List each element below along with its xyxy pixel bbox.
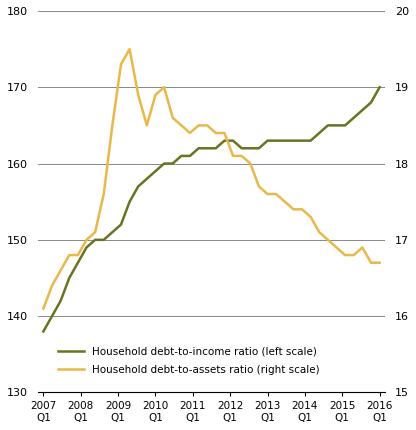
Household debt-to-income ratio (left scale)	[369, 100, 374, 105]
Household debt-to-income ratio (left scale)	[205, 146, 210, 151]
Household debt-to-assets ratio (right scale)	[179, 123, 184, 128]
Household debt-to-assets ratio (right scale)	[274, 191, 279, 197]
Household debt-to-income ratio (left scale)	[334, 123, 339, 128]
Household debt-to-income ratio (left scale)	[136, 184, 141, 189]
Household debt-to-assets ratio (right scale)	[67, 252, 72, 258]
Household debt-to-income ratio (left scale)	[343, 123, 348, 128]
Household debt-to-assets ratio (right scale)	[196, 123, 201, 128]
Household debt-to-assets ratio (right scale)	[369, 260, 374, 265]
Household debt-to-income ratio (left scale)	[213, 146, 218, 151]
Household debt-to-assets ratio (right scale)	[170, 115, 175, 120]
Household debt-to-income ratio (left scale)	[291, 138, 296, 143]
Household debt-to-assets ratio (right scale)	[343, 252, 348, 258]
Household debt-to-assets ratio (right scale)	[50, 283, 54, 288]
Household debt-to-income ratio (left scale)	[230, 138, 235, 143]
Household debt-to-assets ratio (right scale)	[351, 252, 356, 258]
Household debt-to-assets ratio (right scale)	[222, 130, 227, 135]
Household debt-to-assets ratio (right scale)	[360, 245, 365, 250]
Household debt-to-assets ratio (right scale)	[136, 92, 141, 98]
Household debt-to-income ratio (left scale)	[248, 146, 253, 151]
Household debt-to-assets ratio (right scale)	[153, 92, 158, 98]
Household debt-to-assets ratio (right scale)	[300, 207, 305, 212]
Household debt-to-assets ratio (right scale)	[75, 252, 80, 258]
Household debt-to-assets ratio (right scale)	[119, 62, 124, 67]
Household debt-to-assets ratio (right scale)	[41, 306, 46, 311]
Household debt-to-assets ratio (right scale)	[213, 130, 218, 135]
Household debt-to-assets ratio (right scale)	[188, 130, 193, 135]
Household debt-to-assets ratio (right scale)	[317, 230, 322, 235]
Line: Household debt-to-assets ratio (right scale): Household debt-to-assets ratio (right sc…	[43, 49, 380, 308]
Household debt-to-income ratio (left scale)	[317, 130, 322, 135]
Household debt-to-assets ratio (right scale)	[110, 123, 115, 128]
Household debt-to-income ratio (left scale)	[188, 154, 193, 159]
Household debt-to-income ratio (left scale)	[265, 138, 270, 143]
Household debt-to-assets ratio (right scale)	[282, 199, 287, 204]
Legend: Household debt-to-income ratio (left scale), Household debt-to-assets ratio (rig: Household debt-to-income ratio (left sca…	[53, 342, 324, 380]
Household debt-to-income ratio (left scale)	[239, 146, 244, 151]
Household debt-to-income ratio (left scale)	[84, 245, 89, 250]
Household debt-to-assets ratio (right scale)	[265, 191, 270, 197]
Household debt-to-assets ratio (right scale)	[161, 85, 166, 90]
Household debt-to-assets ratio (right scale)	[205, 123, 210, 128]
Household debt-to-income ratio (left scale)	[41, 329, 46, 334]
Household debt-to-income ratio (left scale)	[153, 169, 158, 174]
Household debt-to-assets ratio (right scale)	[93, 230, 98, 235]
Household debt-to-income ratio (left scale)	[377, 85, 382, 90]
Household debt-to-income ratio (left scale)	[127, 199, 132, 204]
Household debt-to-assets ratio (right scale)	[334, 245, 339, 250]
Household debt-to-income ratio (left scale)	[256, 146, 261, 151]
Household debt-to-income ratio (left scale)	[196, 146, 201, 151]
Household debt-to-assets ratio (right scale)	[325, 237, 330, 243]
Household debt-to-income ratio (left scale)	[161, 161, 166, 166]
Household debt-to-assets ratio (right scale)	[230, 154, 235, 159]
Household debt-to-assets ratio (right scale)	[101, 191, 106, 197]
Household debt-to-income ratio (left scale)	[110, 230, 115, 235]
Household debt-to-income ratio (left scale)	[119, 222, 124, 227]
Household debt-to-income ratio (left scale)	[308, 138, 313, 143]
Household debt-to-income ratio (left scale)	[75, 260, 80, 265]
Household debt-to-income ratio (left scale)	[351, 115, 356, 120]
Household debt-to-income ratio (left scale)	[179, 154, 184, 159]
Household debt-to-assets ratio (right scale)	[308, 215, 313, 220]
Household debt-to-assets ratio (right scale)	[239, 154, 244, 159]
Household debt-to-income ratio (left scale)	[50, 313, 54, 319]
Household debt-to-assets ratio (right scale)	[58, 268, 63, 273]
Household debt-to-assets ratio (right scale)	[248, 161, 253, 166]
Household debt-to-assets ratio (right scale)	[256, 184, 261, 189]
Household debt-to-income ratio (left scale)	[101, 237, 106, 243]
Household debt-to-income ratio (left scale)	[222, 138, 227, 143]
Line: Household debt-to-income ratio (left scale): Household debt-to-income ratio (left sca…	[43, 87, 380, 332]
Household debt-to-assets ratio (right scale)	[127, 46, 132, 52]
Household debt-to-income ratio (left scale)	[67, 275, 72, 280]
Household debt-to-income ratio (left scale)	[274, 138, 279, 143]
Household debt-to-assets ratio (right scale)	[84, 237, 89, 243]
Household debt-to-assets ratio (right scale)	[377, 260, 382, 265]
Household debt-to-income ratio (left scale)	[360, 108, 365, 113]
Household debt-to-income ratio (left scale)	[300, 138, 305, 143]
Household debt-to-income ratio (left scale)	[144, 176, 149, 181]
Household debt-to-assets ratio (right scale)	[144, 123, 149, 128]
Household debt-to-income ratio (left scale)	[93, 237, 98, 243]
Household debt-to-income ratio (left scale)	[282, 138, 287, 143]
Household debt-to-income ratio (left scale)	[170, 161, 175, 166]
Household debt-to-assets ratio (right scale)	[291, 207, 296, 212]
Household debt-to-income ratio (left scale)	[325, 123, 330, 128]
Household debt-to-income ratio (left scale)	[58, 298, 63, 304]
